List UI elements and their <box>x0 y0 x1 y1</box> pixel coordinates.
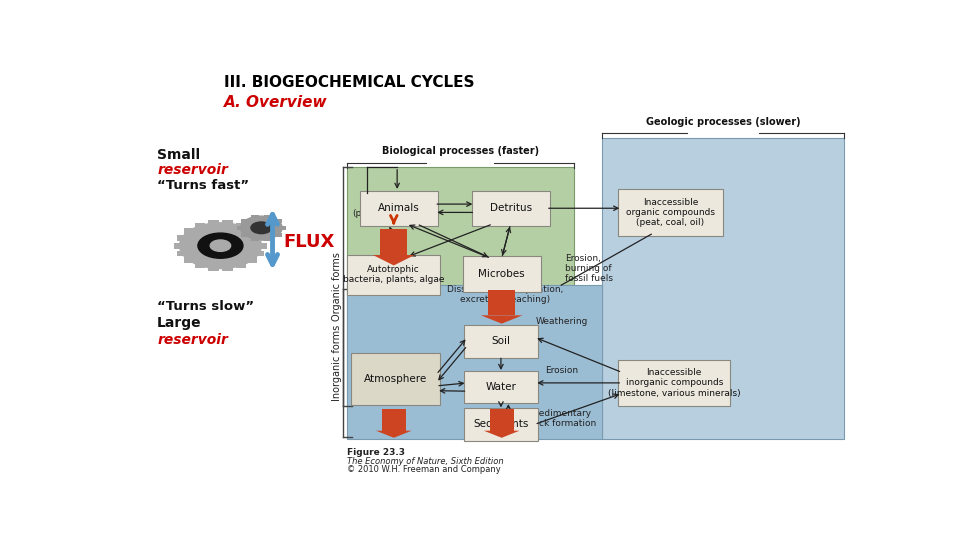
FancyBboxPatch shape <box>602 138 844 439</box>
FancyBboxPatch shape <box>223 265 232 271</box>
Text: A. Overview: A. Overview <box>225 94 327 110</box>
Text: Small: Small <box>157 148 201 162</box>
FancyBboxPatch shape <box>347 285 602 439</box>
Text: Detritus: Detritus <box>490 203 532 213</box>
Circle shape <box>180 223 261 268</box>
Text: reservoir: reservoir <box>157 333 228 347</box>
Text: Weathering: Weathering <box>536 317 588 326</box>
Text: Inaccessible
organic compounds
(peat, coal, oil): Inaccessible organic compounds (peat, co… <box>626 198 715 227</box>
Circle shape <box>251 222 272 234</box>
Text: Autotrophic
bacteria, plants, algae: Autotrophic bacteria, plants, algae <box>343 265 444 285</box>
Text: Dissimilation (respiration,
excretion, leaching): Dissimilation (respiration, excretion, l… <box>447 285 564 304</box>
Circle shape <box>198 233 243 258</box>
Text: Erosion,
burning of
fossil fuels: Erosion, burning of fossil fuels <box>564 254 612 284</box>
Text: Inaccessible
inorganic compounds
(limestone, various minerals): Inaccessible inorganic compounds (limest… <box>608 368 740 398</box>
FancyBboxPatch shape <box>208 265 219 271</box>
Text: III. BIOGEOCHEMICAL CYCLES: III. BIOGEOCHEMICAL CYCLES <box>225 75 474 90</box>
FancyBboxPatch shape <box>252 237 258 241</box>
FancyBboxPatch shape <box>177 235 187 241</box>
FancyBboxPatch shape <box>618 360 731 406</box>
FancyBboxPatch shape <box>184 228 194 234</box>
Text: Inorganic forms: Inorganic forms <box>332 325 343 401</box>
FancyBboxPatch shape <box>236 262 246 268</box>
FancyBboxPatch shape <box>347 167 574 408</box>
Text: The Economy of Nature, Sixth Edition: The Economy of Nature, Sixth Edition <box>347 457 504 466</box>
FancyBboxPatch shape <box>195 223 205 229</box>
FancyBboxPatch shape <box>464 371 539 403</box>
FancyBboxPatch shape <box>236 223 246 229</box>
FancyBboxPatch shape <box>350 353 440 404</box>
FancyBboxPatch shape <box>175 243 184 248</box>
Text: FLUX: FLUX <box>284 233 335 251</box>
FancyBboxPatch shape <box>275 219 282 223</box>
FancyBboxPatch shape <box>252 214 258 219</box>
FancyBboxPatch shape <box>382 409 406 431</box>
FancyBboxPatch shape <box>208 220 219 226</box>
Polygon shape <box>484 431 519 438</box>
Text: Sediments: Sediments <box>473 420 529 429</box>
FancyBboxPatch shape <box>223 220 232 226</box>
Text: Geologic processes (slower): Geologic processes (slower) <box>646 117 801 127</box>
FancyBboxPatch shape <box>241 233 249 237</box>
FancyBboxPatch shape <box>348 255 441 294</box>
FancyBboxPatch shape <box>618 188 723 237</box>
Text: Assimilation
(photosynthesis): Assimilation (photosynthesis) <box>352 198 428 218</box>
FancyBboxPatch shape <box>464 325 539 357</box>
Text: Water: Water <box>486 382 516 392</box>
Text: Erosion: Erosion <box>545 367 579 375</box>
Text: Biological processes (faster): Biological processes (faster) <box>382 146 539 156</box>
FancyBboxPatch shape <box>463 256 540 292</box>
FancyBboxPatch shape <box>253 251 264 256</box>
Text: Organic forms: Organic forms <box>332 252 343 321</box>
FancyBboxPatch shape <box>471 191 550 226</box>
Text: “Turns fast”: “Turns fast” <box>157 179 250 192</box>
Text: reservoir: reservoir <box>157 163 228 177</box>
FancyBboxPatch shape <box>489 289 516 315</box>
FancyBboxPatch shape <box>275 233 282 237</box>
Text: © 2010 W.H. Freeman and Company: © 2010 W.H. Freeman and Company <box>347 465 501 474</box>
FancyBboxPatch shape <box>247 258 257 264</box>
FancyBboxPatch shape <box>264 237 272 241</box>
FancyBboxPatch shape <box>464 408 539 441</box>
FancyBboxPatch shape <box>177 251 187 256</box>
Text: “Turns slow”: “Turns slow” <box>157 300 254 313</box>
Text: Microbes: Microbes <box>478 269 525 279</box>
FancyBboxPatch shape <box>253 235 264 241</box>
FancyBboxPatch shape <box>184 258 194 264</box>
FancyBboxPatch shape <box>264 214 272 219</box>
Text: Large: Large <box>157 316 202 330</box>
Polygon shape <box>372 255 415 266</box>
Polygon shape <box>376 431 412 438</box>
FancyBboxPatch shape <box>360 191 438 226</box>
FancyBboxPatch shape <box>490 409 514 431</box>
Text: Sedimentary
rock formation: Sedimentary rock formation <box>530 409 596 428</box>
FancyBboxPatch shape <box>241 219 249 223</box>
FancyBboxPatch shape <box>195 262 205 268</box>
FancyBboxPatch shape <box>256 243 267 248</box>
FancyBboxPatch shape <box>247 228 257 234</box>
Polygon shape <box>481 315 522 323</box>
FancyBboxPatch shape <box>237 226 244 230</box>
Text: Atmosphere: Atmosphere <box>364 374 427 384</box>
Text: Animals: Animals <box>378 203 420 213</box>
FancyBboxPatch shape <box>380 230 407 255</box>
Text: Soil: Soil <box>492 336 511 346</box>
FancyBboxPatch shape <box>278 226 286 230</box>
Circle shape <box>210 240 230 252</box>
Circle shape <box>241 216 282 239</box>
Text: Figure 23.3: Figure 23.3 <box>347 448 405 457</box>
